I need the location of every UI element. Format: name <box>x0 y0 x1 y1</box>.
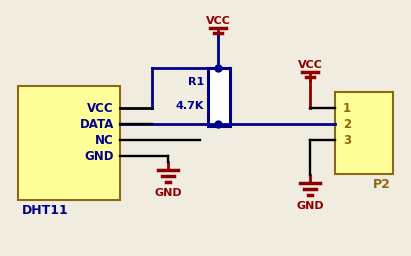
Text: 1: 1 <box>343 101 351 114</box>
Bar <box>335 92 393 174</box>
Text: GND: GND <box>296 201 324 211</box>
Text: 4.7K: 4.7K <box>175 101 204 111</box>
Bar <box>18 86 120 200</box>
Text: P2: P2 <box>373 178 391 191</box>
Text: 3: 3 <box>343 133 351 146</box>
Text: VCC: VCC <box>88 101 114 114</box>
Text: VCC: VCC <box>206 16 231 26</box>
Text: NC: NC <box>95 133 114 146</box>
Text: R1: R1 <box>188 77 204 87</box>
Text: GND: GND <box>85 150 114 163</box>
Bar <box>208 68 230 126</box>
Text: 2: 2 <box>343 118 351 131</box>
Text: DHT11: DHT11 <box>22 204 69 217</box>
Text: GND: GND <box>154 188 182 198</box>
Text: VCC: VCC <box>298 60 323 70</box>
Text: DATA: DATA <box>80 118 114 131</box>
